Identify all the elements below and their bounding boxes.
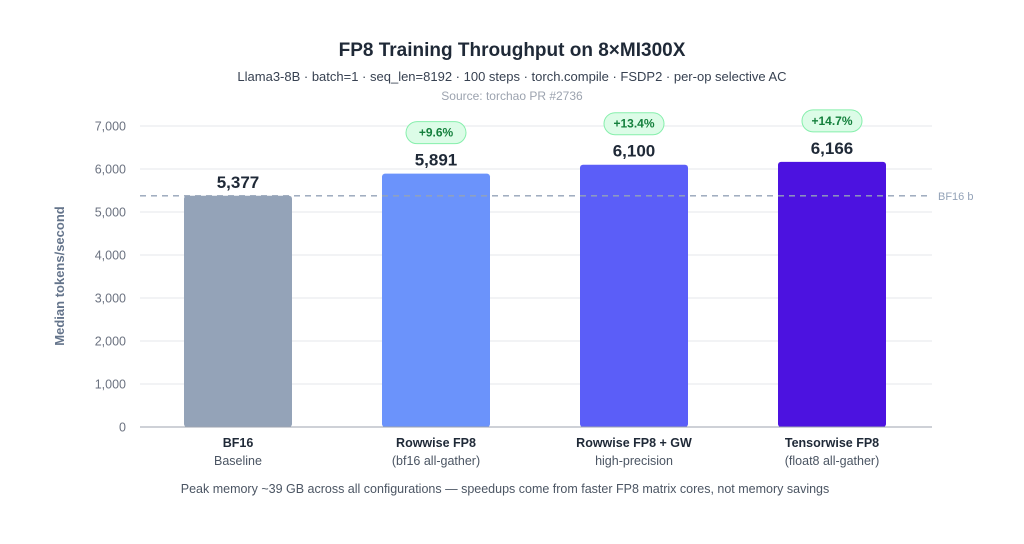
value-label: 5,377 <box>217 173 260 192</box>
y-tick-labels: 0 1,000 2,000 3,000 4,000 5,000 6,000 7,000 <box>95 120 126 435</box>
y-tick-label: 1,000 <box>95 378 126 392</box>
speedup-label: +9.6% <box>419 126 454 140</box>
y-tick-label: 3,000 <box>95 292 126 306</box>
category-detail: high-precision <box>595 454 673 468</box>
speedup-label: +13.4% <box>613 117 654 131</box>
category-label: Rowwise FP8 <box>396 436 476 450</box>
speedup-badge <box>405 121 467 145</box>
y-tick-label: 4,000 <box>95 249 126 263</box>
chart-subtitle: Llama3-8B · batch=1 · seq_len=8192 · 100… <box>237 69 786 84</box>
category-label: Rowwise FP8 + GW <box>576 436 692 450</box>
reference-line-group: BF16 b <box>140 191 973 203</box>
bars <box>184 161 886 427</box>
footnote: Peak memory ~39 GB across all configurat… <box>181 482 830 496</box>
value-label: 5,891 <box>415 151 458 170</box>
chart-title: FP8 Training Throughput on 8×MI300X <box>339 40 686 61</box>
bar <box>184 195 292 427</box>
x-category-labels: BF16 Baseline Rowwise FP8 (bf16 all-gather)… <box>214 436 879 468</box>
reference-line-label: BF16 b <box>938 191 973 203</box>
y-tick-label: 5,000 <box>95 206 126 220</box>
y-tick-label: 2,000 <box>95 335 126 349</box>
y-tick-label: 7,000 <box>95 120 126 134</box>
speedup-label: +14.7% <box>811 114 852 128</box>
category-detail: (float8 all-gather) <box>785 454 880 468</box>
category-label: Tensorwise FP8 <box>785 436 879 450</box>
bar <box>382 173 490 427</box>
category-label: BF16 <box>223 436 254 450</box>
speedup-badge <box>801 109 863 133</box>
speedup-badge <box>603 112 665 136</box>
bar <box>778 161 886 427</box>
bar <box>580 164 688 427</box>
y-axis-label: Median tokens/second <box>52 206 67 345</box>
y-tick-label: 6,000 <box>95 163 126 177</box>
category-detail: Baseline <box>214 454 262 468</box>
value-label: 6,166 <box>811 139 854 158</box>
category-detail: (bf16 all-gather) <box>392 454 480 468</box>
value-label: 6,100 <box>613 142 656 161</box>
chart-source: Source: torchao PR #2736 <box>441 89 583 103</box>
bar-labels: 5,377 5,891 +9.6% 6,100 +13.4% 6,166 +14.7% <box>217 109 863 192</box>
y-tick-label: 0 <box>119 421 126 435</box>
